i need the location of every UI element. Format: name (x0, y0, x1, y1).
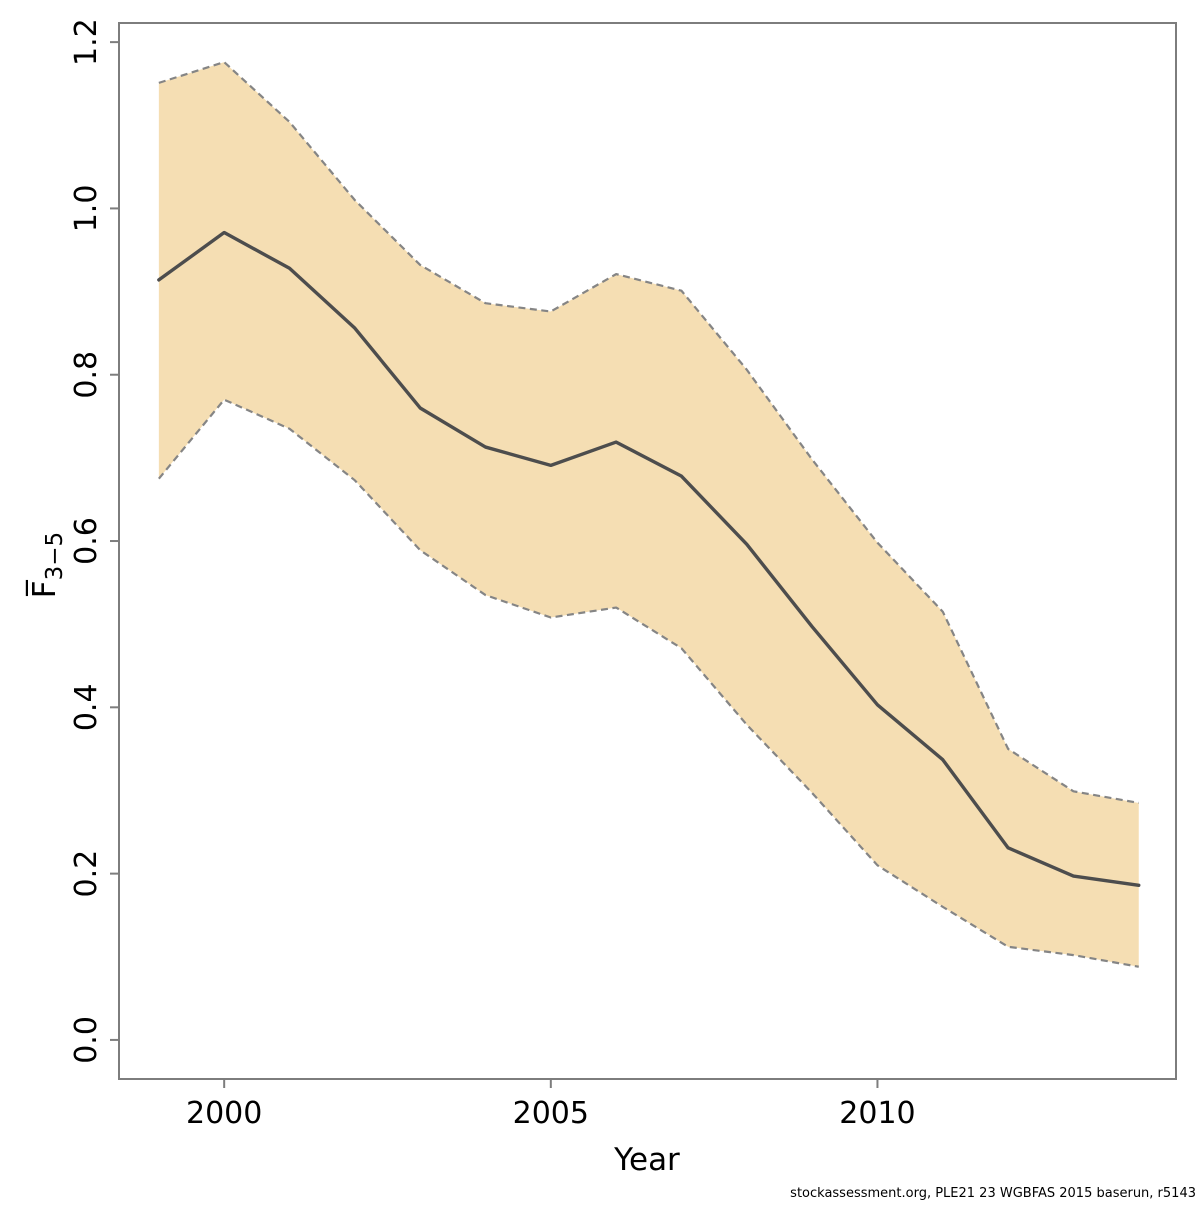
x-axis-title: Year (613, 1142, 680, 1178)
lower-ci-line (158, 398, 1139, 968)
x-tick-label: 2000 (186, 1096, 262, 1131)
confidence-band (158, 62, 1139, 967)
y-tick-label: 1.2 (69, 18, 104, 66)
y-tick-label: 0.4 (69, 683, 104, 731)
y-tick-label: 1.0 (69, 185, 104, 233)
y-tick-label: 0.6 (69, 517, 104, 565)
y-axis-title-main: F̅ (25, 579, 63, 598)
y-tick-label: 0.2 (69, 850, 104, 898)
y-tick-label: 0.8 (69, 351, 104, 399)
upper-ci-line (158, 60, 1139, 805)
plot-border (118, 22, 1177, 1080)
attribution-text: stockassessment.org, PLE21 23 WGBFAS 201… (790, 1186, 1196, 1200)
y-tick-label: 0.0 (69, 1016, 104, 1064)
y-axis-title-subscript: 3−5 (42, 532, 68, 581)
y-axis-title: F̅3−5 (25, 532, 68, 598)
mean-f-line (157, 230, 1141, 887)
x-tick-label: 2005 (513, 1096, 589, 1131)
plot-area: 2000 2005 2010 0.0 0.2 0.4 0.6 0.8 1.0 1.2 (69, 18, 1177, 1131)
x-tick-label: 2010 (839, 1096, 915, 1131)
